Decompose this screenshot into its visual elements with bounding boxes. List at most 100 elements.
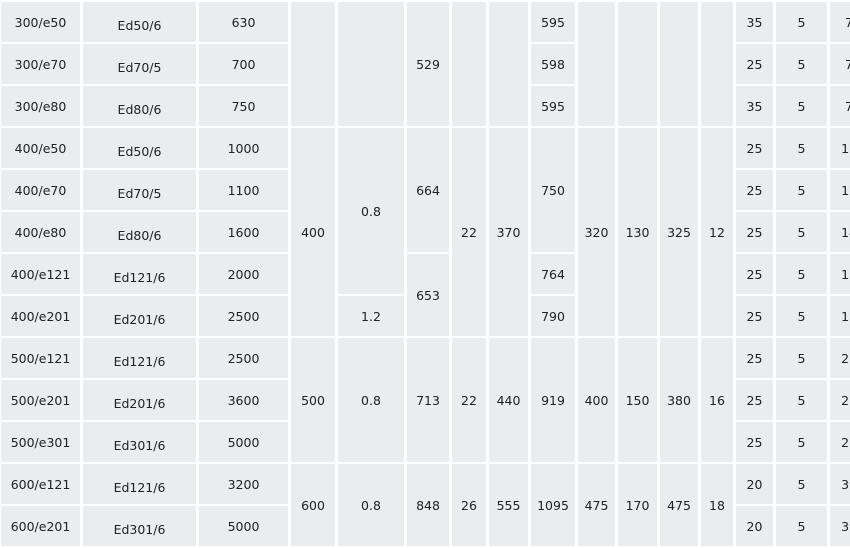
table-cell: Ed121/6 [83, 338, 196, 378]
table-cell: 1000 [199, 128, 288, 168]
table-cell: 653 [407, 254, 449, 336]
table-cell: Ed80/6 [83, 86, 196, 126]
table-cell: 320 [578, 128, 615, 336]
table-cell: 400/e80 [1, 212, 80, 252]
table-cell: 440 [489, 338, 528, 462]
table-cell: 79 [830, 86, 850, 126]
table-cell: 325 [660, 128, 698, 336]
table-cell: 0.8 [338, 464, 404, 546]
table-cell: 210 [830, 422, 850, 462]
table-cell: 25 [736, 128, 773, 168]
table-cell: 400/e121 [1, 254, 80, 294]
table-cell: 2000 [199, 254, 288, 294]
table-cell: 25 [736, 296, 773, 336]
table-cell: 170 [618, 464, 657, 546]
table-cell: Ed201/6 [83, 296, 196, 336]
table-cell [578, 2, 615, 126]
table-cell: 595 [531, 2, 575, 42]
table-cell: 370 [489, 128, 528, 336]
table-cell: 500/e201 [1, 380, 80, 420]
table-cell: 5 [776, 464, 827, 504]
table-cell: 3600 [199, 380, 288, 420]
table-cell: 0.8 [338, 128, 404, 294]
table-cell: 500/e121 [1, 338, 80, 378]
table-cell: Ed301/6 [83, 422, 196, 462]
table-cell: 5 [776, 44, 827, 84]
table-cell: 713 [407, 338, 449, 462]
table-cell: 26 [452, 464, 486, 546]
table-cell [291, 2, 335, 126]
table-cell: 598 [531, 44, 575, 84]
table-cell: 400/e201 [1, 296, 80, 336]
table-cell: Ed80/6 [83, 212, 196, 252]
table-cell [452, 2, 486, 126]
table-cell: 2500 [199, 338, 288, 378]
table-cell: 22 [452, 338, 486, 462]
table-cell: 390 [830, 506, 850, 546]
table-cell: 700 [199, 44, 288, 84]
table-cell: 5000 [199, 506, 288, 546]
table-cell: 5 [776, 338, 827, 378]
table-cell: 0.8 [338, 338, 404, 462]
table-cell: 16 [701, 338, 733, 462]
table-cell: 5 [776, 422, 827, 462]
table-cell: Ed70/5 [83, 170, 196, 210]
table-cell: 400 [578, 338, 615, 462]
table-cell: 600/e121 [1, 464, 80, 504]
table-cell: 35 [736, 2, 773, 42]
table-cell: 128 [830, 128, 850, 168]
table-cell: 5 [776, 212, 827, 252]
table-cell: 630 [199, 2, 288, 42]
table-cell: 1095 [531, 464, 575, 546]
table-cell: 500/e301 [1, 422, 80, 462]
table-cell: 475 [578, 464, 615, 546]
table-cell: 848 [407, 464, 449, 546]
table-cell: 300/e70 [1, 44, 80, 84]
table-cell: 500 [291, 338, 335, 462]
table-cell: 5 [776, 254, 827, 294]
table-cell [338, 2, 404, 126]
table-cell: 12 [701, 128, 733, 336]
table-cell: 155 [830, 296, 850, 336]
table-cell: 400 [291, 128, 335, 336]
table-cell: 555 [489, 464, 528, 546]
table-cell: Ed121/6 [83, 464, 196, 504]
table-cell: 210 [830, 338, 850, 378]
table-cell: 140 [830, 212, 850, 252]
table-cell: 130 [618, 128, 657, 336]
table-cell: 5 [776, 506, 827, 546]
table-cell: 18 [701, 464, 733, 546]
table-cell: 5000 [199, 422, 288, 462]
table-cell: 25 [736, 338, 773, 378]
table-cell: 155 [830, 254, 850, 294]
table-cell: 210 [830, 380, 850, 420]
table-cell: Ed301/6 [83, 506, 196, 546]
table-cell: 25 [736, 170, 773, 210]
table-cell: 595 [531, 86, 575, 126]
table-cell: 150 [618, 338, 657, 462]
table-cell: 600/e201 [1, 506, 80, 546]
table-cell: 35 [736, 86, 773, 126]
table-cell: Ed121/6 [83, 254, 196, 294]
table-cell: 600 [291, 464, 335, 546]
table-cell: 400/e70 [1, 170, 80, 210]
table-cell [701, 2, 733, 126]
table-cell: 529 [407, 2, 449, 126]
table-cell: 300/e80 [1, 86, 80, 126]
table-cell: 750 [199, 86, 288, 126]
table-cell: 25 [736, 422, 773, 462]
table-cell: 5 [776, 2, 827, 42]
table-cell: 78 [830, 44, 850, 84]
table-cell: 5 [776, 296, 827, 336]
table-cell: 22 [452, 128, 486, 336]
table-cell: 1.2 [338, 296, 404, 336]
table-cell: 25 [736, 254, 773, 294]
table-cell: 790 [531, 296, 575, 336]
table-cell: 25 [736, 44, 773, 84]
table-cell: 1600 [199, 212, 288, 252]
table-cell: 20 [736, 464, 773, 504]
table-cell: 78 [830, 2, 850, 42]
table-cell: 3200 [199, 464, 288, 504]
table-cell: 5 [776, 380, 827, 420]
